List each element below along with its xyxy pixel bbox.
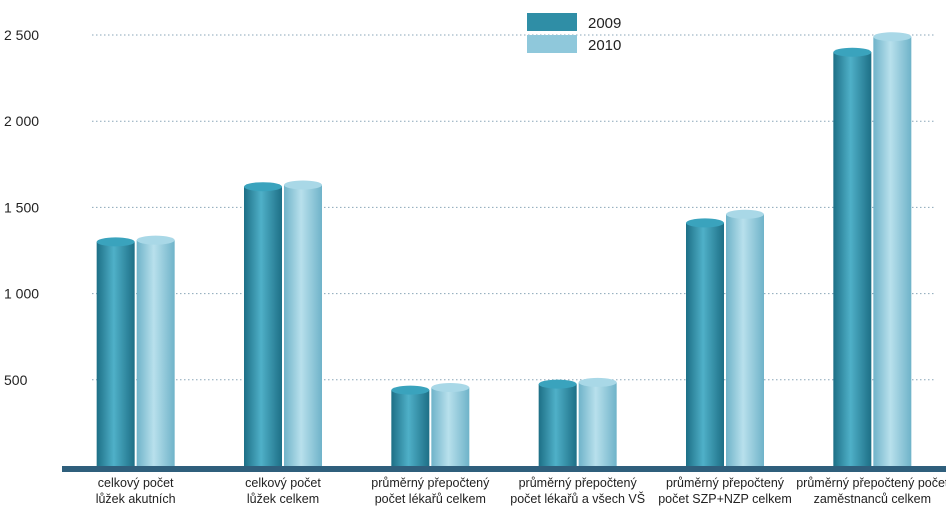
bar-cap-2009-0 [96,237,135,247]
bar-cap-2010-5 [873,32,912,42]
category-label: průměrný přepočtený [519,476,638,490]
bar-2010-4 [726,214,764,466]
bar-2009-1 [244,186,282,466]
category-label: počet lékařů celkem [375,492,486,506]
category-label: průměrný přepočtený [666,476,785,490]
category-label: průměrný přepočtený počet [796,476,946,490]
category-label: lůžek akutních [96,492,176,506]
bar-2010-5 [873,36,912,466]
bar-2010-2 [431,387,470,466]
legend-swatch-2010 [527,35,577,53]
bar-2009-3 [538,384,577,466]
bar-cap-2010-2 [431,383,470,393]
bar-2009-5 [833,52,872,467]
bars [96,32,912,467]
legend: 2009 2010 [527,13,621,54]
legend-label-2009: 2009 [588,15,621,32]
bar-2009-2 [391,390,430,466]
grid-lines [92,34,934,381]
y-axis: 500 1 000 1 500 2 000 2 500 [4,27,39,388]
bar-cap-2010-1 [284,180,322,190]
x-axis: celkový počet lůžek akutních celkový počet… [62,466,946,506]
category-label: počet lékařů a všech VŠ [510,491,645,506]
category-label: celkový počet [245,476,321,490]
bar-cap-2010-3 [578,377,617,387]
category-label: průměrný přepočtený [371,476,490,490]
legend-label-2010: 2010 [588,37,621,54]
bar-2009-4 [686,222,724,466]
legend-swatch-2009 [527,13,577,31]
bar-2009-0 [96,241,135,466]
y-tick-label: 1 000 [4,286,39,302]
bar-2010-3 [578,382,617,466]
x-axis-baseline [62,466,946,472]
y-tick-label: 2 000 [4,113,39,129]
y-tick-label: 2 500 [4,27,39,43]
bar-cap-2009-5 [833,47,872,57]
category-label: počet SZP+NZP celkem [658,492,792,506]
bar-cap-2009-1 [244,182,282,192]
bar-cap-2009-2 [391,385,430,395]
bar-cap-2009-3 [538,379,577,389]
bar-cap-2009-4 [686,218,724,228]
bar-2010-1 [284,184,322,466]
y-tick-label: 1 500 [4,199,39,215]
category-label: lůžek celkem [247,492,319,506]
category-label: zaměstnanců celkem [814,492,931,506]
bar-2010-0 [136,240,175,466]
category-label: celkový počet [98,476,174,490]
bar-cap-2010-4 [726,209,764,219]
y-tick-label: 500 [4,372,28,388]
bar-cap-2010-0 [136,235,175,245]
